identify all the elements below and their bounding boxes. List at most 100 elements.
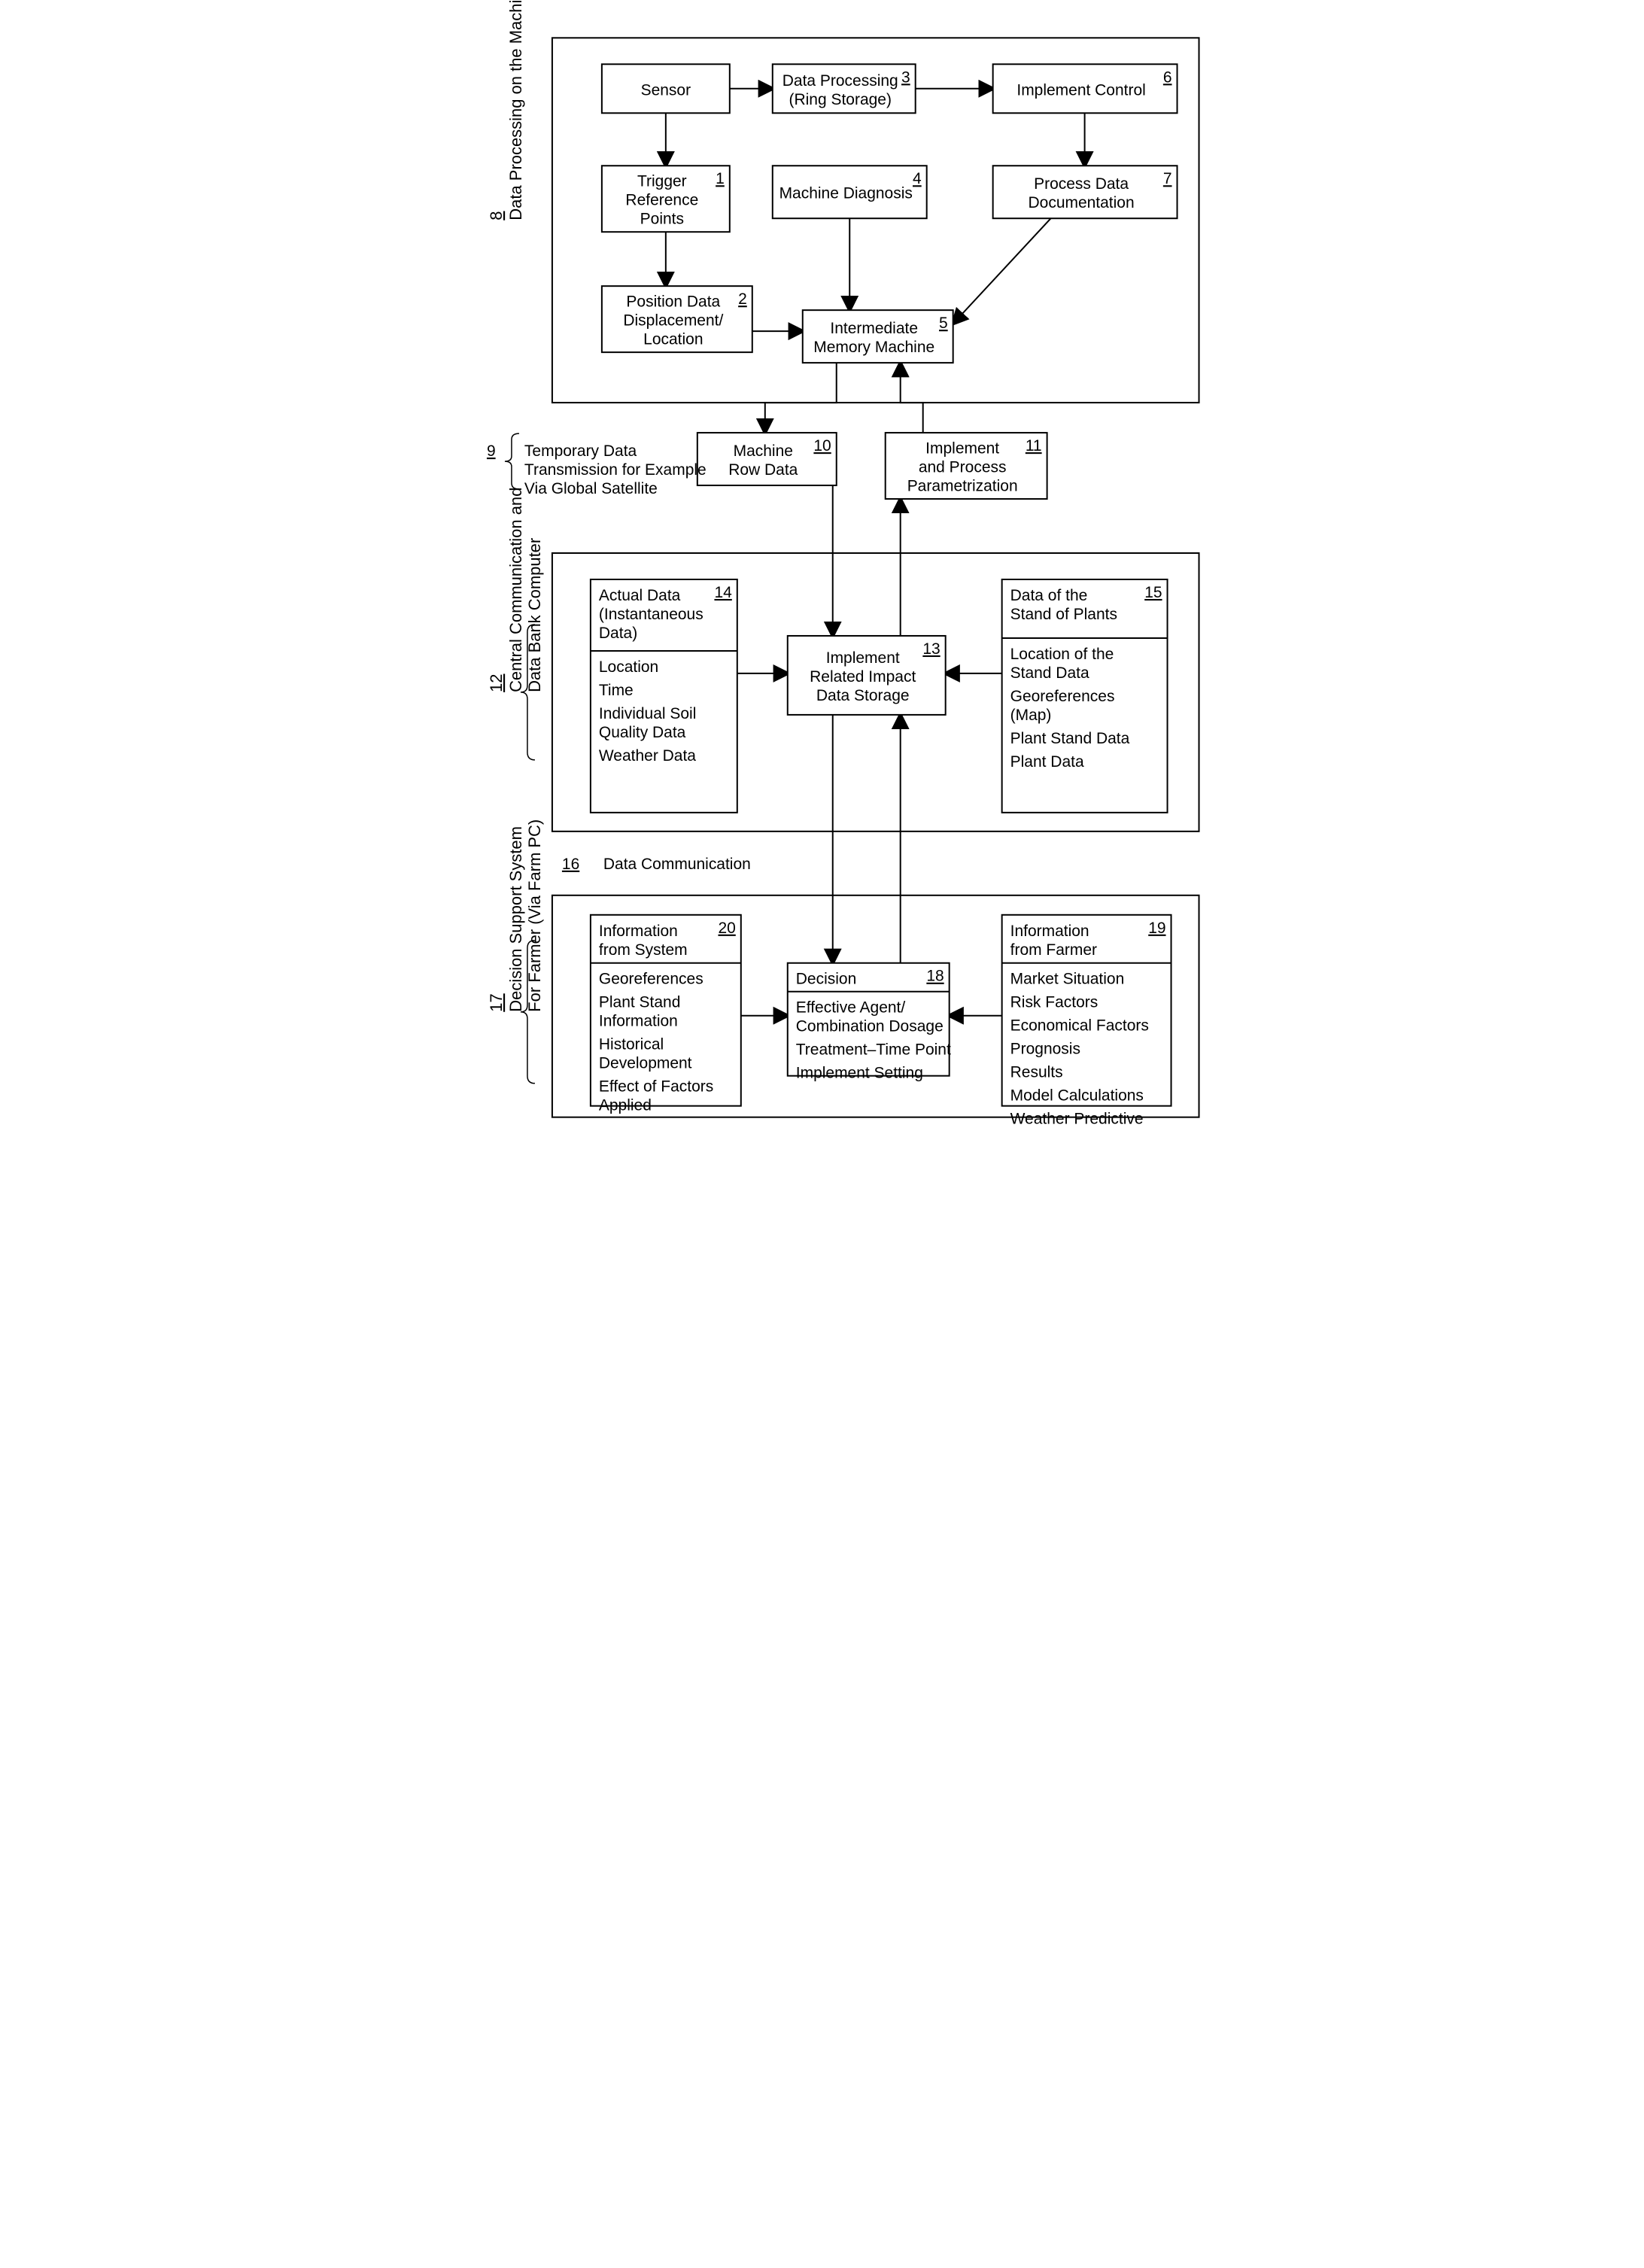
nodes-layer: Sensor 3Data Processing(Ring Storage) 6 Imp…: [590, 64, 1177, 1127]
node-n4: 4Machine Diagnosis: [772, 166, 926, 218]
svg-text:Data Processing on the Machine: Data Processing on the Machine: [506, 0, 524, 220]
node-n10: 10 MachineRow Data: [697, 433, 836, 485]
svg-text:Quality Data: Quality Data: [598, 724, 685, 741]
side-label-sl8: 8Data Processing on the Machine: [486, 0, 524, 220]
svg-text:Related Impact: Related Impact: [810, 668, 916, 686]
svg-text:Intermediate: Intermediate: [830, 320, 918, 337]
node-n3: 3Data Processing(Ring Storage): [772, 64, 915, 113]
svg-text:Economical Factors: Economical Factors: [1010, 1017, 1148, 1035]
svg-text:Location: Location: [643, 331, 703, 348]
node-n5: 5 Intermediate Memory Machine: [802, 310, 953, 363]
svg-text:Combination Dosage: Combination Dosage: [795, 1018, 943, 1035]
svg-text:Weather Predictive: Weather Predictive: [1010, 1111, 1143, 1128]
svg-text:Temporary Data: Temporary Data: [524, 442, 637, 460]
svg-text:(Ring Storage): (Ring Storage): [789, 91, 891, 108]
svg-text:Points: Points: [640, 211, 683, 228]
svg-text:from System: from System: [598, 941, 687, 959]
svg-text:Plant Data: Plant Data: [1010, 753, 1083, 771]
svg-text:1: 1: [716, 170, 725, 187]
svg-text:Central Communication and: Central Communication and: [506, 488, 524, 692]
svg-text:Sensor: Sensor: [640, 81, 691, 99]
svg-text:Data Processing: Data Processing: [782, 72, 898, 90]
svg-text:9: 9: [486, 442, 495, 460]
node-n6: 6 Implement Control: [992, 64, 1177, 113]
svg-text:Data Communication: Data Communication: [603, 856, 750, 873]
svg-text:Row Data: Row Data: [728, 461, 798, 479]
svg-text:Historical: Historical: [598, 1036, 663, 1053]
node-n20: 20Informationfrom SystemGeoreferencesPla…: [590, 915, 740, 1114]
svg-text:Stand of Plants: Stand of Plants: [1010, 606, 1117, 623]
svg-text:5: 5: [939, 315, 948, 332]
node-n14: 14Actual Data(InstantaneousData)Location…: [590, 579, 737, 813]
svg-text:and Process: and Process: [918, 459, 1006, 476]
svg-text:Individual Soil: Individual Soil: [598, 705, 695, 722]
svg-text:Weather Data: Weather Data: [598, 747, 695, 765]
svg-text:Information: Information: [598, 1013, 677, 1030]
svg-text:Documentation: Documentation: [1028, 194, 1134, 211]
svg-text:Data of the: Data of the: [1010, 587, 1087, 604]
svg-text:15: 15: [1144, 584, 1162, 601]
svg-text:10: 10: [813, 437, 831, 455]
edge-n5-n10: [764, 363, 836, 433]
svg-text:Location of the: Location of the: [1010, 646, 1114, 663]
svg-text:Risk Factors: Risk Factors: [1010, 994, 1098, 1011]
svg-text:Trigger: Trigger: [637, 173, 686, 190]
svg-text:17: 17: [486, 993, 505, 1011]
svg-text:Plant Stand: Plant Stand: [598, 994, 680, 1011]
svg-text:Development: Development: [598, 1055, 691, 1072]
svg-text:2: 2: [738, 290, 747, 308]
svg-text:Actual Data: Actual Data: [598, 587, 680, 604]
svg-text:Implement Control: Implement Control: [1016, 81, 1145, 99]
svg-text:Data Storage: Data Storage: [816, 687, 909, 704]
svg-text:3: 3: [901, 68, 910, 86]
svg-text:Data): Data): [598, 625, 637, 642]
node-n13: 13 ImplementRelated ImpactData Storage: [787, 636, 945, 715]
svg-text:Location: Location: [598, 658, 658, 676]
svg-text:11: 11: [1025, 437, 1041, 455]
svg-text:Implement Setting: Implement Setting: [795, 1065, 922, 1082]
side-label-sl12: 12Central Communication andData Bank Com…: [486, 488, 543, 760]
svg-text:Reference: Reference: [625, 192, 698, 209]
svg-text:6: 6: [1162, 68, 1171, 86]
svg-text:Transmission for Example: Transmission for Example: [524, 461, 706, 479]
svg-text:8: 8: [486, 211, 505, 220]
edge-n11-n5: [900, 363, 922, 433]
svg-text:(Instantaneous: (Instantaneous: [598, 606, 703, 623]
svg-text:Machine Diagnosis: Machine Diagnosis: [779, 185, 912, 202]
svg-text:Decision: Decision: [795, 971, 855, 988]
svg-text:Implement: Implement: [925, 440, 999, 458]
svg-text:Georeferences: Georeferences: [598, 971, 703, 988]
svg-text:Georeferences: Georeferences: [1010, 688, 1114, 705]
svg-text:13: 13: [922, 640, 940, 658]
annotation-a16: 16 Data Communication: [561, 856, 750, 873]
svg-text:Machine: Machine: [733, 442, 792, 460]
svg-text:Via Global Satellite: Via Global Satellite: [524, 480, 657, 497]
svg-text:7: 7: [1162, 170, 1171, 187]
edge-n7-n5: [953, 218, 1050, 324]
svg-text:16: 16: [561, 856, 579, 873]
node-n19: 19Informationfrom FarmerMarket Situation…: [1001, 915, 1171, 1128]
svg-text:Decision Support System: Decision Support System: [506, 826, 524, 1012]
svg-text:19: 19: [1148, 920, 1165, 937]
svg-text:18: 18: [926, 968, 944, 985]
node-n15: 15 Data of the Stand of Plants Location of …: [1001, 579, 1167, 813]
svg-text:Prognosis: Prognosis: [1010, 1041, 1080, 1058]
svg-text:Memory Machine: Memory Machine: [813, 339, 934, 356]
svg-text:(Map): (Map): [1010, 707, 1051, 724]
svg-text:Information: Information: [598, 923, 677, 940]
svg-text:Information: Information: [1010, 923, 1089, 940]
svg-text:Stand Data: Stand Data: [1010, 664, 1089, 682]
node-n7: 7 Process DataDocumentation: [992, 166, 1177, 218]
svg-text:Implement: Implement: [825, 649, 899, 667]
svg-text:Results: Results: [1010, 1064, 1062, 1081]
svg-text:from Farmer: from Farmer: [1010, 941, 1096, 959]
svg-text:Time: Time: [598, 682, 633, 699]
svg-text:20: 20: [718, 920, 735, 937]
node-n1: 1 Trigger Reference Points: [601, 166, 729, 232]
svg-text:Effect of Factors: Effect of Factors: [598, 1078, 713, 1096]
svg-text:Parametrization: Parametrization: [907, 478, 1017, 495]
svg-text:Plant Stand Data: Plant Stand Data: [1010, 730, 1129, 747]
node-n2: 2Position DataDisplacement/Location: [601, 286, 752, 352]
node-sensor: Sensor: [601, 64, 729, 113]
svg-text:Process Data: Process Data: [1034, 175, 1129, 193]
